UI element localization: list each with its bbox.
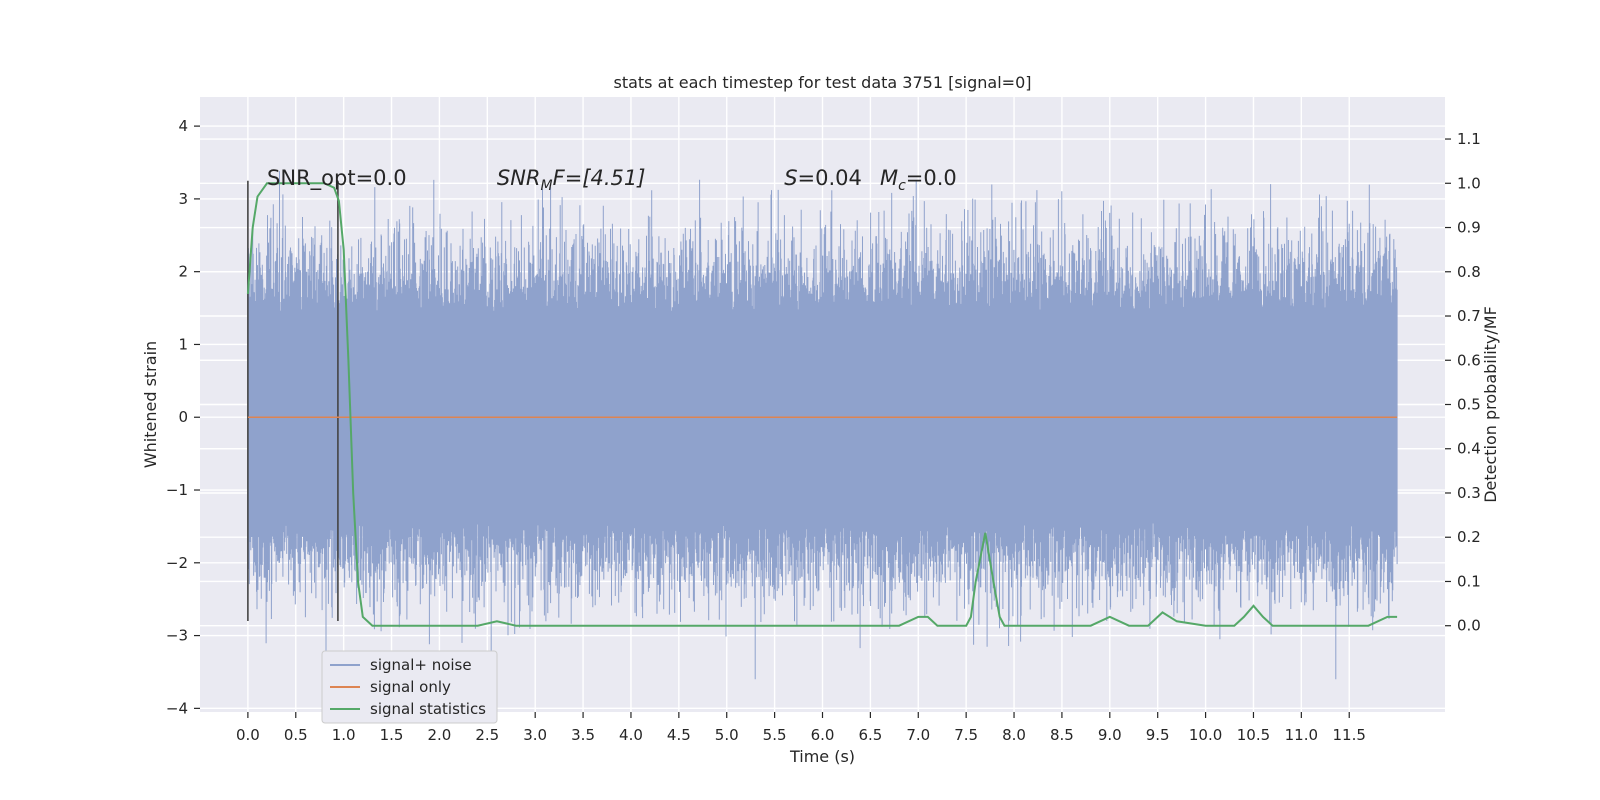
y2-tick-label: 0.7 [1457,307,1481,325]
x-tick-label: 5.0 [715,726,739,744]
y2-tick-label: 0.5 [1457,396,1481,414]
y2-tick-label: 0.8 [1457,263,1481,281]
annotation-snr-mf-subscript: M [541,178,553,194]
x-tick-label: 3.5 [571,726,595,744]
annotation-snr-mf-value: F=[4.51] [553,166,646,190]
x-tick-label: 6.5 [858,726,882,744]
y2-tick-label: 0.0 [1457,617,1481,635]
y2-tick-label: 0.2 [1457,528,1481,546]
signal-statistics-line [246,182,1398,627]
annotation-snr-opt: SNR_opt=0.0 [267,166,407,191]
y-tick-label: −4 [166,699,188,717]
y-tick-label: 3 [178,190,188,208]
x-tick-label: 4.5 [667,726,691,744]
legend: signal+ noise signal only signal statist… [321,650,498,724]
annotation-mc: Mc=0.0 [880,166,957,194]
x-tick-label: 9.0 [1098,726,1122,744]
y-axis-label: Whitened strain [141,341,160,468]
y2-tick-label: 0.1 [1457,572,1481,590]
x-tick-label: 10.5 [1237,726,1270,744]
y2-tick-label: 1.0 [1457,174,1481,192]
annotation-mc-subscript: c [898,178,906,194]
annotation-snr-mf-symbol: SNR [497,166,541,190]
legend-box [321,650,498,724]
y-tick-label: 4 [178,117,188,135]
y2-tick-label: 0.3 [1457,484,1481,502]
x-tick-label: 7.5 [954,726,978,744]
y-axis-right: 1.1 1.0 0.9 0.8 0.7 0.6 0.5 0.4 0.3 0.2 0.1 0.0 [1445,130,1481,635]
y-tick-label: 1 [178,335,188,353]
annotation-mc-value: =0.0 [906,166,957,190]
y-tick-label: −1 [166,481,188,499]
x-tick-label: 8.0 [1002,726,1026,744]
annotation-snr-mf: SNRMF=[4.51] [497,166,646,194]
y2-tick-label: 0.9 [1457,219,1481,237]
y-tick-label: 2 [178,263,188,281]
legend-entry-signal-statistics: signal statistics [370,700,486,718]
legend-entry-signal-only: signal only [370,678,451,696]
series-lines [246,180,1398,627]
annotation-s-value: =0.04 [798,166,862,190]
x-tick-label: 5.5 [763,726,787,744]
y-tick-label: 0 [178,408,188,426]
y-tick-label: −3 [166,627,188,645]
x-tick-label: 0.5 [284,726,308,744]
x-tick-label: 2.0 [427,726,451,744]
legend-entry-signal-noise: signal+ noise [370,656,472,674]
x-tick-label: 2.5 [475,726,499,744]
x-tick-label: 6.0 [811,726,835,744]
x-tick-label: 8.5 [1050,726,1074,744]
x-tick-label: 0.0 [236,726,260,744]
x-tick-label: 4.0 [619,726,643,744]
y2-tick-label: 1.1 [1457,130,1481,148]
x-tick-label: 3.0 [523,726,547,744]
y-tick-label: −2 [166,554,188,572]
annotation-s: S=0.04 [784,166,862,190]
x-axis-label: Time (s) [789,747,855,766]
x-tick-label: 7.0 [906,726,930,744]
x-tick-label: 10.0 [1189,726,1222,744]
chart-title: stats at each timestep for test data 375… [613,73,1031,92]
y-axis-left: 4 3 2 1 0 −1 −2 −3 −4 [166,117,200,717]
x-tick-label: 1.0 [332,726,356,744]
annotation-s-symbol: S [784,166,797,190]
annotation-mc-symbol: M [880,166,898,190]
y2-axis-label: Detection probability/MF [1481,306,1500,503]
x-tick-label: 9.5 [1146,726,1170,744]
y2-tick-label: 0.6 [1457,351,1481,369]
y2-tick-label: 0.4 [1457,440,1481,458]
x-tick-label: 11.5 [1333,726,1366,744]
x-tick-label: 11.0 [1285,726,1318,744]
x-tick-label: 1.5 [380,726,404,744]
x-axis: 0.0 0.5 1.0 1.5 2.0 2.5 3.0 3.5 4.0 4.5 5.0 5.5 6.0 6… [236,712,1366,744]
